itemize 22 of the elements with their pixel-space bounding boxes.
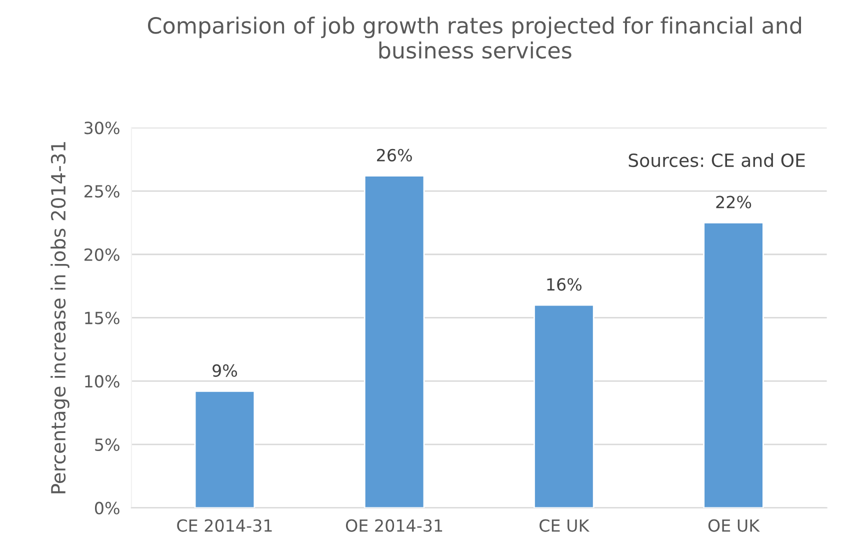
- y-tick-label: 25%: [84, 184, 120, 198]
- annotation: Sources: CE and OE: [628, 153, 805, 168]
- x-tick-label: CE 2014-31: [177, 519, 272, 532]
- x-tick-label: OE 2014-31: [346, 519, 442, 532]
- bar: [703, 222, 764, 508]
- y-axis-title: Percentage increase in jobs 2014-31: [50, 142, 70, 494]
- y-tick-label: 20%: [84, 248, 120, 261]
- y-tick-label: 10%: [85, 375, 120, 388]
- data-label: 9%: [212, 364, 238, 377]
- bar: [364, 175, 425, 508]
- data-label: 26%: [377, 148, 412, 162]
- data-label: 22%: [716, 196, 752, 208]
- data-label: 16%: [547, 278, 582, 291]
- x-tick-label: CE UK: [540, 519, 590, 532]
- y-tick-label: 15%: [85, 312, 120, 324]
- bar: [534, 304, 594, 508]
- bar: [194, 390, 256, 508]
- y-tick-label: 5%: [95, 438, 120, 452]
- x-tick-label: OE UK: [708, 519, 760, 532]
- y-tick-label: 0%: [94, 502, 120, 514]
- chart-title: Comparision of job growth rates projected for financial and business services: [148, 16, 802, 59]
- y-tick-label: 30%: [84, 122, 120, 134]
